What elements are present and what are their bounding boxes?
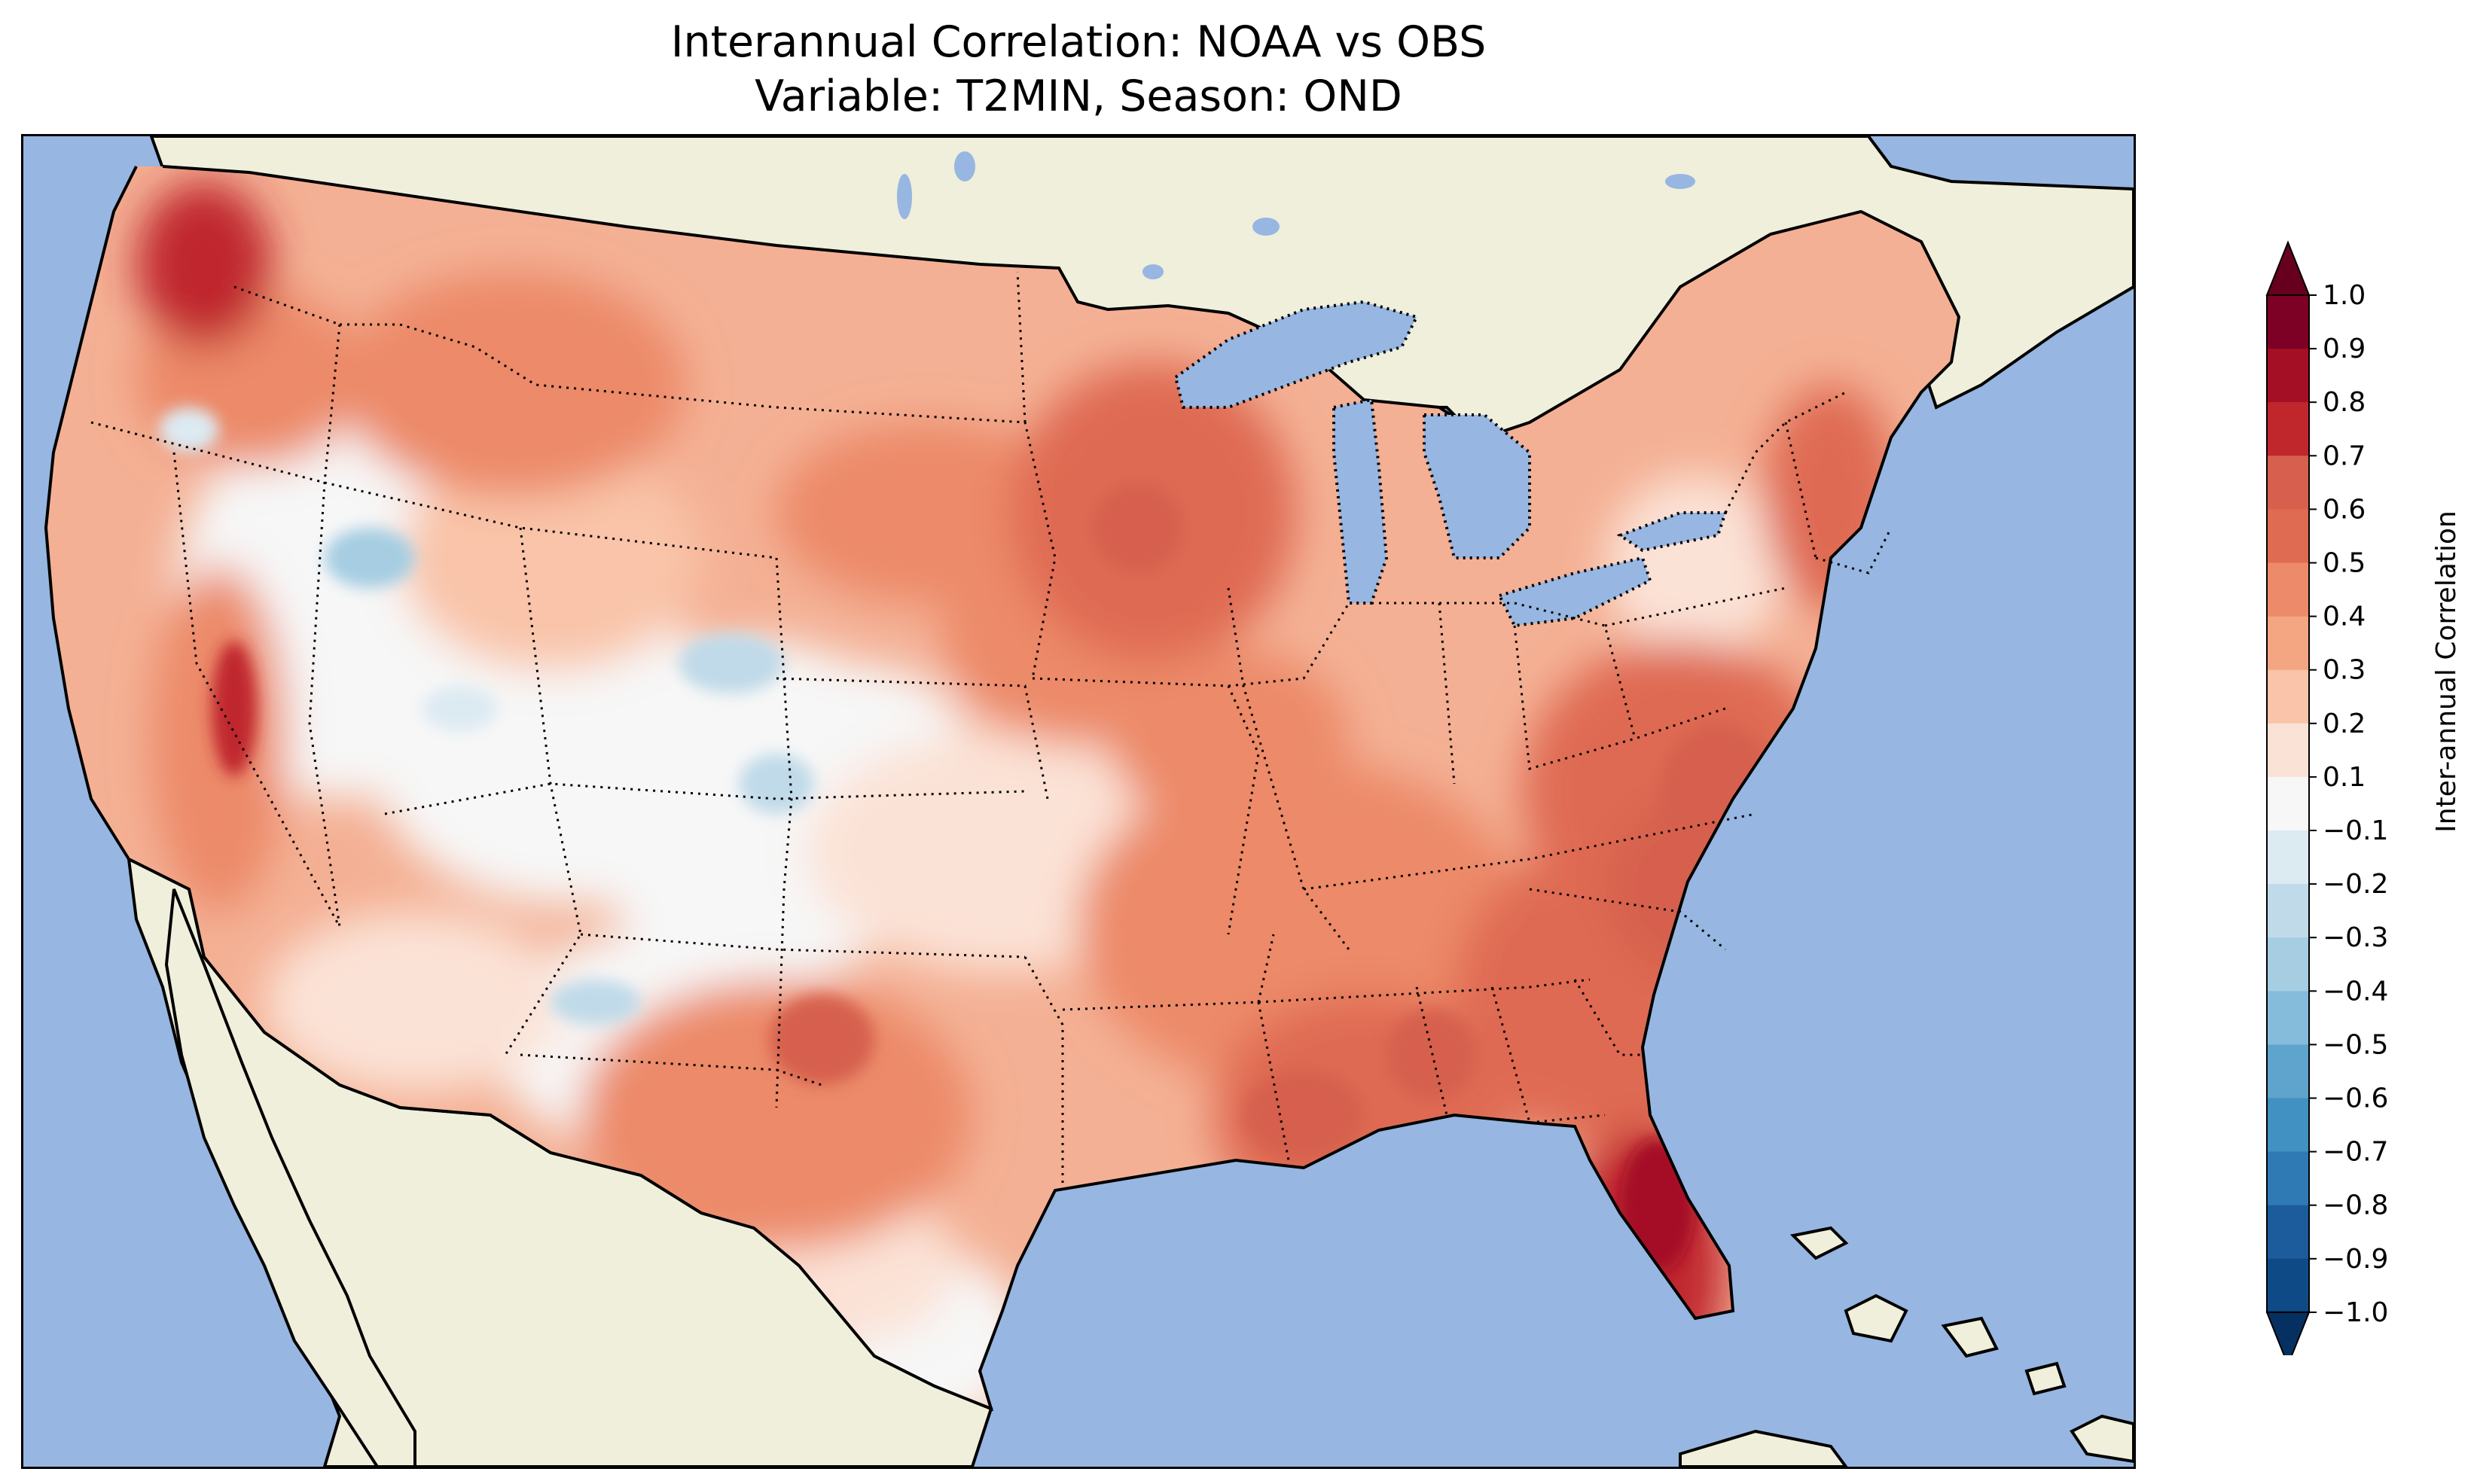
colorbar-extend-bottom bbox=[2265, 1311, 2311, 1355]
colorbar-band bbox=[2267, 1205, 2309, 1260]
colorbar-band bbox=[2267, 509, 2309, 564]
title-line-1: Interannual Correlation: NOAA vs OBS bbox=[670, 17, 1487, 67]
colorbar-band bbox=[2267, 991, 2309, 1045]
colorbar-band bbox=[2267, 1098, 2309, 1153]
colorbar-band bbox=[2267, 1044, 2309, 1099]
colorbar-band bbox=[2267, 1151, 2309, 1206]
colorbar-label: Inter-annual Correlation bbox=[2431, 510, 2462, 833]
caribbean-islands bbox=[1679, 1226, 2134, 1467]
colorbar-tick-label: −0.9 bbox=[2323, 1244, 2388, 1275]
state-borders bbox=[90, 271, 1893, 1183]
colorbar-ticks: 1.0 0.9 0.8 0.7 0.6 0.5 0.4 0.3 0.2 0.1 −0.1 −0.2 −0… bbox=[2309, 280, 2388, 1328]
colorbar-tick-label: 0.5 bbox=[2323, 548, 2366, 579]
colorbar-tick-label: 1.0 bbox=[2323, 280, 2366, 311]
colorbar-tick-label: −0.8 bbox=[2323, 1190, 2388, 1221]
colorbar-tick-label: −0.2 bbox=[2323, 869, 2388, 900]
baja-california bbox=[164, 888, 416, 1467]
title-line-2: Variable: T2MIN, Season: OND bbox=[755, 72, 1402, 121]
colorbar-band bbox=[2267, 1258, 2309, 1313]
colorbar-tick-label: 0.9 bbox=[2323, 334, 2366, 364]
colorbar-band bbox=[2267, 830, 2309, 885]
colorbar-tick-label: 0.4 bbox=[2323, 602, 2366, 632]
colorbar-band bbox=[2267, 884, 2309, 938]
colorbar-band bbox=[2267, 723, 2309, 778]
colorbar-tick-label: 0.7 bbox=[2323, 440, 2366, 471]
colorbar-tick-label: −0.4 bbox=[2323, 976, 2388, 1007]
colorbar-band bbox=[2267, 562, 2309, 617]
canadian-lakes bbox=[897, 151, 1695, 279]
colorbar-tick-label: 0.8 bbox=[2323, 387, 2366, 418]
us-coastline bbox=[44, 165, 1961, 1412]
colorbar-band bbox=[2267, 349, 2309, 403]
colorbar-outline bbox=[2266, 294, 2310, 1313]
colorbar-tick-label: −0.1 bbox=[2323, 815, 2388, 846]
colorbar-tick-label: −1.0 bbox=[2323, 1297, 2388, 1328]
colorbar-extend-top bbox=[2265, 240, 2311, 296]
colorbar: 1.0 0.9 0.8 0.7 0.6 0.5 0.4 0.3 0.2 0.1 −0.1 −0.2 −0… bbox=[2265, 240, 2462, 1355]
colorbar-bands bbox=[2265, 240, 2311, 1355]
colorbar-band bbox=[2267, 456, 2309, 510]
great-lakes bbox=[1173, 300, 1728, 628]
colorbar-band bbox=[2267, 295, 2309, 349]
colorbar-band bbox=[2267, 669, 2309, 724]
colorbar-tick-label: 0.3 bbox=[2323, 655, 2366, 686]
colorbar-tick-label: 0.1 bbox=[2323, 762, 2366, 793]
colorbar-band bbox=[2267, 937, 2309, 992]
colorbar-tick-label: −0.7 bbox=[2323, 1137, 2388, 1168]
colorbar-band bbox=[2267, 776, 2309, 831]
colorbar-tick-label: 0.6 bbox=[2323, 494, 2366, 525]
correlation-field bbox=[46, 166, 1959, 1409]
lake-superior bbox=[1173, 300, 1419, 409]
map-panel bbox=[21, 134, 2136, 1469]
colorbar-tick-label: 0.2 bbox=[2323, 708, 2366, 739]
colorbar-band bbox=[2267, 616, 2309, 671]
colorbar-band bbox=[2267, 402, 2309, 456]
colorbar-tick-label: −0.6 bbox=[2323, 1083, 2388, 1114]
lake-ontario bbox=[1616, 511, 1728, 553]
colorbar-tick-label: −0.5 bbox=[2323, 1029, 2388, 1060]
figure-title: Interannual Correlation: NOAA vs OBS Var… bbox=[21, 15, 2136, 123]
colorbar-tick-label: −0.3 bbox=[2323, 922, 2388, 953]
map-canvas bbox=[23, 136, 2134, 1467]
lake-huron bbox=[1423, 413, 1531, 559]
